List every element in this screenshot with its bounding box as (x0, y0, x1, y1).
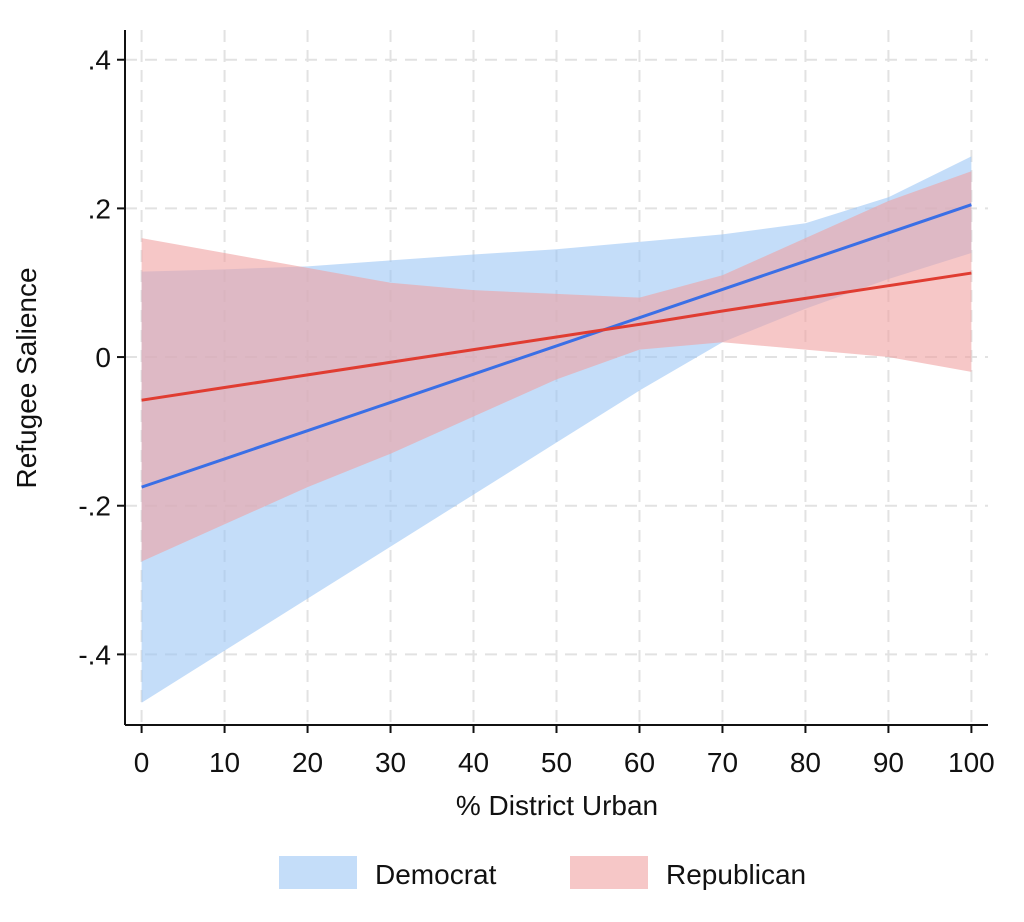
x-tick-label: 60 (624, 747, 655, 778)
x-tick-label: 70 (707, 747, 738, 778)
y-tick-label: 0 (95, 342, 111, 373)
legend: Democrat Republican (279, 856, 806, 890)
x-tick-label: 30 (375, 747, 406, 778)
line-republican (141, 271, 972, 402)
y-tick-label: .4 (88, 45, 111, 76)
y-tick-label: .2 (88, 193, 111, 224)
y-axis-title: Refugee Salience (11, 267, 42, 488)
legend-swatch-republican (570, 856, 648, 889)
x-axis-title: % District Urban (456, 790, 658, 821)
confidence-bands (141, 156, 972, 703)
legend-label-democrat: Democrat (375, 859, 497, 890)
legend-label-republican: Republican (666, 859, 806, 890)
fitted-lines (141, 203, 972, 489)
line-democrat (141, 203, 972, 489)
x-tick-label: 10 (209, 747, 240, 778)
ci-band-republican (141, 171, 972, 562)
x-tick-label: 50 (541, 747, 572, 778)
x-tick-label: 80 (790, 747, 821, 778)
axes: .4 .2 0 -.2 -.4 0 10 20 30 40 50 60 70 80 90 100 (78, 30, 995, 778)
x-tick-label: 20 (292, 747, 323, 778)
x-tick-label: 40 (458, 747, 489, 778)
y-tick-label: -.4 (78, 639, 111, 670)
x-tick-label: 90 (873, 747, 904, 778)
x-tick-label: 0 (134, 747, 150, 778)
legend-swatch-democrat (279, 856, 357, 889)
x-tick-label: 100 (948, 747, 995, 778)
y-tick-label: -.2 (78, 491, 111, 522)
